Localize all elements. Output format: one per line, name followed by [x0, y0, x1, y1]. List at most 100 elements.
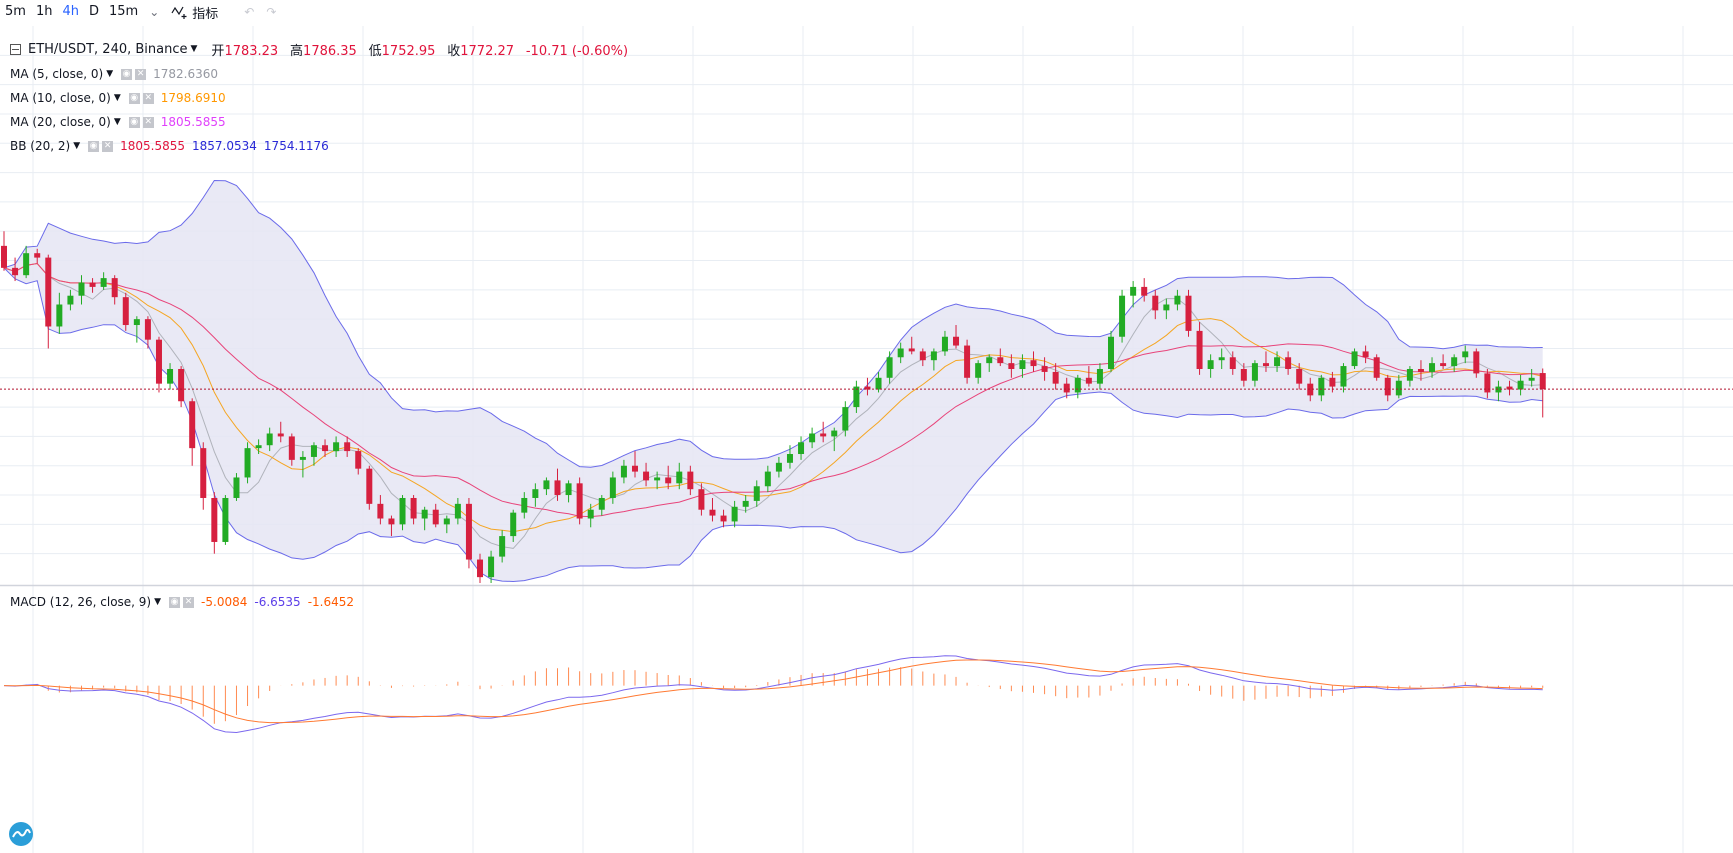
candle-up	[1351, 351, 1358, 367]
candle-up	[842, 407, 849, 431]
ma10-label[interactable]: MA (10, close, 0)	[10, 91, 111, 105]
candle-up	[23, 253, 30, 276]
candle-up	[78, 282, 85, 296]
close-icon[interactable]: ✕	[142, 92, 154, 104]
indicator-fx-icon	[171, 6, 187, 19]
candle-down	[366, 468, 373, 504]
candle-up	[731, 506, 738, 522]
close-icon[interactable]: ✕	[183, 596, 195, 608]
ma5-label[interactable]: MA (5, close, 0)	[10, 67, 104, 81]
macd-label[interactable]: MACD (12, 26, close, 9)	[10, 595, 152, 609]
eye-icon[interactable]: ◉	[88, 140, 100, 152]
bollinger-bands	[3, 179, 1543, 583]
candle-down	[1240, 368, 1247, 381]
candle-up	[488, 556, 495, 578]
candle-up	[775, 462, 782, 472]
candle-down	[432, 509, 439, 525]
symbol-label[interactable]: ETH/USDT, 240, Binance	[28, 41, 188, 57]
ohlc-open-label: 开	[211, 43, 225, 59]
chevron-down-icon[interactable]: ⌄	[149, 5, 160, 19]
macd-line	[3, 655, 1543, 734]
close-icon[interactable]: ✕	[135, 68, 147, 80]
candle-up	[875, 377, 882, 390]
candle-down	[1196, 330, 1203, 369]
candle-up	[986, 357, 993, 364]
bb-upper-line	[3, 179, 1543, 468]
bb-label[interactable]: BB (20, 2)	[10, 139, 71, 153]
candle-down	[1329, 377, 1336, 387]
collapse-icon[interactable]	[10, 43, 21, 55]
candle-up	[443, 518, 450, 525]
candle-down	[1307, 383, 1314, 396]
eye-icon[interactable]: ◉	[128, 116, 140, 128]
undo-icon[interactable]: ↶	[244, 5, 255, 19]
candle-down	[964, 345, 971, 378]
candle-up	[620, 465, 627, 478]
candle-down	[687, 471, 694, 490]
candle-up	[1429, 363, 1436, 372]
chevron-down-icon[interactable]: ▼	[106, 69, 114, 79]
timeframe-1h-button[interactable]: 1h	[35, 4, 53, 19]
chevron-down-icon[interactable]: ▼	[73, 141, 81, 151]
candle-up	[930, 351, 937, 361]
candle-down	[34, 253, 41, 258]
chevron-down-icon[interactable]: ▼	[113, 117, 121, 127]
candle-up	[543, 480, 550, 490]
timeframe-4h-button[interactable]: 4h	[62, 4, 79, 19]
bb-fill	[4, 180, 1543, 582]
candle-up	[1096, 368, 1103, 384]
timeframe-15m-button[interactable]: 15m	[108, 4, 139, 19]
close-icon[interactable]: ✕	[102, 140, 114, 152]
candle-down	[1152, 295, 1159, 311]
candle-up	[1207, 360, 1214, 369]
candle-down	[1440, 363, 1447, 367]
macd-pane	[3, 655, 1544, 734]
candle-down	[1539, 373, 1546, 390]
candle-down	[1052, 371, 1059, 384]
candle-down	[355, 451, 362, 469]
candle-down	[1041, 366, 1048, 372]
candle-up	[941, 336, 948, 352]
macd-legend: MACD (12, 26, close, 9) ▼ ◉ ✕ -5.0084 -6…	[10, 593, 354, 611]
chevron-down-icon[interactable]: ▼	[154, 597, 162, 607]
candles	[1, 231, 1546, 583]
candle-down	[344, 442, 351, 452]
candle-up	[399, 497, 406, 525]
candle-up	[1019, 360, 1026, 369]
timeframe-d-button[interactable]: D	[88, 4, 99, 19]
candle-up	[1462, 351, 1469, 358]
chevron-down-icon[interactable]: ▼	[113, 93, 121, 103]
macd-signal-value: -1.6452	[307, 595, 355, 609]
candle-down	[1030, 360, 1037, 367]
candle-down	[1262, 363, 1269, 367]
tradingview-logo-icon[interactable]	[9, 822, 33, 846]
candle-down	[1417, 368, 1424, 372]
timeframe-5m-button[interactable]: 5m	[5, 4, 26, 19]
bb-legend: BB (20, 2) ▼ ◉ ✕ 1805.5855 1857.0534 175…	[10, 137, 329, 155]
candle-up	[299, 456, 306, 460]
eye-icon[interactable]: ◉	[128, 92, 140, 104]
eye-icon[interactable]: ◉	[169, 596, 181, 608]
candle-up	[587, 509, 594, 519]
candle-up	[67, 295, 74, 305]
candle-up	[100, 278, 107, 287]
candle-up	[1451, 357, 1458, 367]
redo-icon[interactable]: ↷	[266, 5, 277, 19]
candle-down	[465, 503, 472, 560]
candle-down	[1373, 357, 1380, 378]
candle-down	[1008, 363, 1015, 369]
candle-up	[521, 497, 528, 513]
candle-up	[1517, 380, 1524, 390]
close-icon[interactable]: ✕	[142, 116, 154, 128]
candle-up	[786, 454, 793, 463]
candle-up	[1130, 286, 1137, 296]
candle-down	[1384, 377, 1391, 396]
indicators-button[interactable]: 指标	[165, 3, 224, 22]
ohlc-high-label: 高	[290, 43, 304, 59]
candle-up	[742, 500, 749, 507]
ma20-label[interactable]: MA (20, close, 0)	[10, 115, 111, 129]
eye-icon[interactable]: ◉	[121, 68, 133, 80]
chevron-down-icon[interactable]: ▼	[190, 44, 198, 54]
candle-down	[144, 319, 151, 340]
